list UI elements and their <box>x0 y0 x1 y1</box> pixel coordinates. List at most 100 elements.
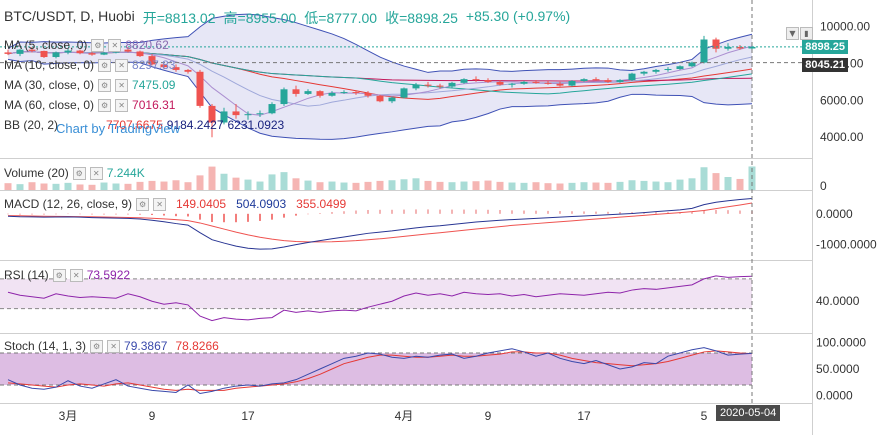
close-icon[interactable]: ✕ <box>153 197 167 211</box>
legend-ma5[interactable]: MA (5, close, 0) ⚙ ✕ 8820.62 <box>4 38 169 52</box>
close-icon[interactable]: ✕ <box>115 98 129 112</box>
stoch-d-value: 78.8266 <box>175 339 219 353</box>
candle-body <box>616 80 624 82</box>
candle-body <box>16 49 24 54</box>
candle-body <box>484 80 492 82</box>
candle-body <box>280 89 288 105</box>
price-tick-label: 6000.00 <box>820 93 864 107</box>
legend-stoch[interactable]: Stoch (14, 1, 3) ⚙ ✕ 79.3867 78.8266 <box>4 339 219 353</box>
volume-bar <box>592 182 600 190</box>
settings-icon[interactable]: ⚙ <box>98 78 112 92</box>
settings-icon[interactable]: ⚙ <box>98 58 112 72</box>
candle-body <box>532 81 540 83</box>
candle-body <box>64 50 72 53</box>
candle-body <box>472 79 480 81</box>
close-icon[interactable]: ✕ <box>108 38 122 52</box>
volume-bar <box>268 174 276 190</box>
bb-lower-value: 6231.0923 <box>227 118 285 132</box>
x-tick-label: 4月 <box>395 409 414 423</box>
candle-body <box>256 113 264 115</box>
volume-bar <box>568 182 576 190</box>
volume-bar <box>532 182 540 190</box>
settings-icon[interactable]: ⚙ <box>98 98 112 112</box>
close-icon[interactable]: ✕ <box>115 78 129 92</box>
symbol-header: BTC/USDT, D, Huobi 开=8813.02 高=8955.00 低… <box>4 8 570 28</box>
close-value: 8898.25 <box>407 10 458 26</box>
candle-body <box>196 71 204 106</box>
close-icon[interactable]: ✕ <box>115 58 129 72</box>
candle-body <box>400 88 408 98</box>
low-label: 低= <box>304 10 327 26</box>
ma30-label: MA (30, close, 0) <box>4 78 95 92</box>
macd-tick-label: 0.0000 <box>816 207 853 221</box>
legend-ma60[interactable]: MA (60, close, 0) ⚙ ✕ 7016.31 <box>4 98 175 112</box>
candle-body <box>148 56 156 65</box>
arrow-down-icon[interactable]: ▼ <box>786 27 799 40</box>
pin-icon[interactable]: ▮ <box>800 27 813 40</box>
candle-body <box>520 81 528 84</box>
candle-body <box>40 50 48 58</box>
candle-body <box>340 92 348 94</box>
volume-bar <box>508 182 516 190</box>
ma10-label: MA (10, close, 0) <box>4 58 95 72</box>
legend-ma30[interactable]: MA (30, close, 0) ⚙ ✕ 7475.09 <box>4 78 175 92</box>
volume-bar <box>316 182 324 190</box>
price-tick-label: 10000.00 <box>820 20 870 34</box>
candle-body <box>184 69 192 72</box>
crosshair-date-tag: 2020-05-04 <box>716 405 781 421</box>
settings-icon[interactable]: ⚙ <box>72 166 86 180</box>
stoch-k-value: 79.3867 <box>124 339 168 353</box>
settings-icon[interactable]: ⚙ <box>136 197 150 211</box>
legend-rsi[interactable]: RSI (14) ⚙ ✕ 73.5922 <box>4 268 130 282</box>
settings-icon[interactable]: ⚙ <box>90 339 104 353</box>
bb-upper-value: 9184.2427 <box>166 118 224 132</box>
rsi-tick-label: 40.0000 <box>816 294 860 308</box>
x-tick-label: 3月 <box>59 409 78 423</box>
volume-bar <box>112 183 120 190</box>
ma30-value: 7475.09 <box>132 78 176 92</box>
reference-price-tag: 8045.21 <box>802 58 848 72</box>
rsi-label: RSI (14) <box>4 268 49 282</box>
volume-bar <box>412 178 420 190</box>
candle-body <box>628 73 636 81</box>
volume-bar <box>664 182 672 190</box>
legend-macd[interactable]: MACD (12, 26, close, 9) ⚙ ✕ 149.0405 504.… <box>4 197 346 211</box>
candle-body <box>364 92 372 96</box>
volume-bar <box>652 181 660 190</box>
volume-bar <box>580 182 588 190</box>
close-icon[interactable]: ✕ <box>69 268 83 282</box>
volume-bar <box>196 175 204 190</box>
candle-body <box>700 39 708 63</box>
volume-bar <box>64 182 72 190</box>
high-value: 8955.00 <box>245 10 297 26</box>
candle-body <box>412 84 420 89</box>
volume-bar <box>460 181 468 190</box>
legend-volume[interactable]: Volume (20) ⚙ ✕ 7.244K <box>4 166 145 180</box>
settings-icon[interactable]: ⚙ <box>91 38 105 52</box>
volume-label: Volume (20) <box>4 166 69 180</box>
candle-body <box>352 92 360 94</box>
close-icon[interactable]: ✕ <box>107 339 121 353</box>
volume-bar <box>304 180 312 190</box>
macd-tick-label: -1000.0000 <box>816 237 877 251</box>
volume-bar <box>220 173 228 190</box>
candle-body <box>424 84 432 86</box>
legend-bb[interactable]: BB (20, 2) 7707.6675 9184.2427 6231.0923 <box>4 118 284 132</box>
bb-basis-value: 7707.6675 <box>106 118 163 132</box>
volume-bar <box>496 181 504 190</box>
candle-body <box>592 79 600 81</box>
volume-bar <box>688 178 696 190</box>
stoch-d-line <box>7 350 753 391</box>
legend-ma10[interactable]: MA (10, close, 0) ⚙ ✕ 8297.83 <box>4 58 175 72</box>
candle-body <box>268 104 276 114</box>
volume-bar <box>40 183 48 190</box>
candle-body <box>436 85 444 87</box>
rsi-value: 73.5922 <box>86 268 131 282</box>
close-icon[interactable]: ✕ <box>89 166 103 180</box>
macd-hist-value: 149.0405 <box>176 197 227 211</box>
candle-body <box>388 97 396 102</box>
volume-bar <box>736 178 744 190</box>
settings-icon[interactable]: ⚙ <box>52 268 66 282</box>
rsi-band-fill <box>0 278 752 309</box>
